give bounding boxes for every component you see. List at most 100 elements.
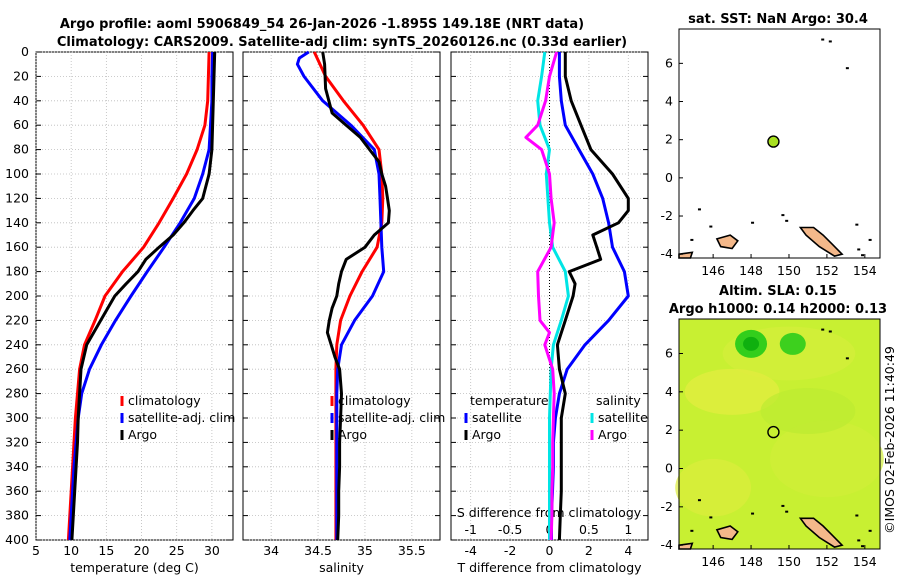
temperature-difference-tick-label: -2 xyxy=(504,543,516,558)
map-lon-tick-label: 154 xyxy=(853,554,877,569)
islet xyxy=(821,328,825,331)
salinity-series-Argo xyxy=(321,51,391,541)
map-lon-tick-label: 154 xyxy=(853,263,877,278)
salinity-difference-tick-label: 0.5 xyxy=(579,522,599,537)
map-lat-tick-label: -4 xyxy=(661,246,674,261)
difference-series-s-satellite xyxy=(536,51,570,540)
depth-tick-label: 300 xyxy=(5,410,29,425)
temperature-panel: 5 10 15 20 25 3002040608010012014016018020022… xyxy=(5,44,235,575)
islet xyxy=(821,38,825,41)
temperature-x-tick-label: 15 xyxy=(98,543,114,558)
temperature-series-Argo xyxy=(70,51,217,541)
islet xyxy=(857,539,861,542)
depth-tick-label: 60 xyxy=(13,117,29,132)
sla-field-patch xyxy=(760,388,856,434)
map-lat-tick-label: 0 xyxy=(665,461,673,476)
land-coastline xyxy=(715,525,739,541)
temperature-difference-tick-label: 0 xyxy=(546,543,554,558)
map-lat-tick-label: 2 xyxy=(665,422,673,437)
sst-field-background xyxy=(679,29,880,258)
depth-tick-label: 280 xyxy=(5,386,29,401)
argo-position-marker xyxy=(767,135,780,148)
temperature-difference-tick-label: -4 xyxy=(464,543,477,558)
difference-series-s-argo xyxy=(524,51,559,541)
sla-field-patch xyxy=(770,420,884,498)
salinity-x-tick-label: 35.5 xyxy=(398,543,426,558)
temperature-x-axis-label: temperature (deg C) xyxy=(70,560,199,575)
depth-tick-label: 200 xyxy=(5,288,29,303)
islet xyxy=(785,510,789,513)
map-lat-tick-label: 6 xyxy=(665,55,673,70)
islet xyxy=(781,214,785,217)
depth-tick-label: 180 xyxy=(5,264,29,279)
map-frame xyxy=(678,318,881,550)
figure-title-line1: Argo profile: aoml 5906849_54 26-Jan-202… xyxy=(60,17,584,32)
map-lat-tick-label: 0 xyxy=(665,170,673,185)
map-lon-tick-label: 150 xyxy=(777,263,801,278)
depth-tick-label: 0 xyxy=(21,44,29,59)
islet xyxy=(690,238,694,241)
land-coastline xyxy=(798,226,844,257)
map-lon-tick-label: 146 xyxy=(701,554,725,569)
map-lon-tick-label: 150 xyxy=(777,554,801,569)
depth-tick-label: 320 xyxy=(5,434,29,449)
islet xyxy=(751,221,755,224)
salinity-series-satellite xyxy=(295,50,386,540)
temperature-legend-satellite-label: satellite-adj. clim xyxy=(128,410,235,425)
temperature-difference-tick-label: 4 xyxy=(624,543,632,558)
depth-tick-label: 380 xyxy=(5,508,29,523)
sla-map-title-line2: Argo h1000: 0.14 h2000: 0.13 xyxy=(669,302,887,317)
temperature-x-tick-label: 25 xyxy=(169,543,185,558)
islet xyxy=(855,223,859,226)
salinity-legend-climatology-label: climatology xyxy=(338,393,411,408)
temperature-legend-climatology-label: climatology xyxy=(128,393,201,408)
salinity-axes-frame xyxy=(242,51,441,541)
islet xyxy=(709,225,713,228)
argo-position-marker xyxy=(767,425,780,439)
depth-tick-label: 120 xyxy=(5,190,29,205)
islet xyxy=(861,545,865,548)
islet xyxy=(751,512,755,515)
temperature-legend-argo-label: Argo xyxy=(128,427,157,442)
sst-map-panel: sat. SST: NaN Argo: 30.4 146 148 150 152 154… xyxy=(661,12,881,278)
figure-title-line2: Climatology: CARS2009. Satellite-adj cli… xyxy=(57,35,627,50)
map-lat-tick-label: -4 xyxy=(661,537,674,552)
difference-legend-temperature-title: temperature xyxy=(470,393,549,408)
depth-tick-label: 140 xyxy=(5,215,29,230)
map-lon-tick-label: 152 xyxy=(815,554,839,569)
land-coastline xyxy=(678,251,694,259)
salinity-panel: 34 34.5 35 35.5 salinity climatology satellite… xyxy=(242,50,445,575)
map-frame xyxy=(678,28,881,259)
temperature-series-climatology xyxy=(66,51,211,541)
islet xyxy=(855,514,859,517)
temperature-series-satellite xyxy=(68,51,215,541)
depth-tick-label: 160 xyxy=(5,239,29,254)
difference-legend-salinity-title: salinity xyxy=(596,393,641,408)
depth-tick-label: 80 xyxy=(13,142,29,157)
salinity-difference-tick-label: -0.5 xyxy=(498,522,522,537)
difference-legend-t-satellite-label: satellite xyxy=(472,410,522,425)
sla-map-panel: Altim. SLA: 0.15 Argo h1000: 0.14 h2000:… xyxy=(661,284,888,569)
land-coastline xyxy=(715,234,739,250)
islet xyxy=(690,529,694,532)
islet xyxy=(697,499,701,502)
depth-tick-label: 220 xyxy=(5,312,29,327)
map-lat-tick-label: -2 xyxy=(661,499,673,514)
temperature-axes-frame xyxy=(35,51,234,541)
islet xyxy=(845,357,849,360)
salinity-x-axis-label: salinity xyxy=(319,560,364,575)
depth-tick-label: 20 xyxy=(13,68,29,83)
salinity-difference-tick-label: -1 xyxy=(464,522,476,537)
map-lat-tick-label: 2 xyxy=(665,132,673,147)
map-lat-tick-label: -2 xyxy=(661,208,673,223)
sst-map-title: sat. SST: NaN Argo: 30.4 xyxy=(688,12,868,27)
map-lon-tick-label: 152 xyxy=(815,263,839,278)
islet xyxy=(785,219,789,222)
islet xyxy=(845,67,849,70)
sla-map-title-line1: Altim. SLA: 0.15 xyxy=(719,284,837,299)
islet xyxy=(781,504,785,507)
salinity-legend-satellite-label: satellite-adj. clim xyxy=(338,410,445,425)
land-coastline xyxy=(798,517,844,548)
temperature-difference-tick-label: 2 xyxy=(585,543,593,558)
